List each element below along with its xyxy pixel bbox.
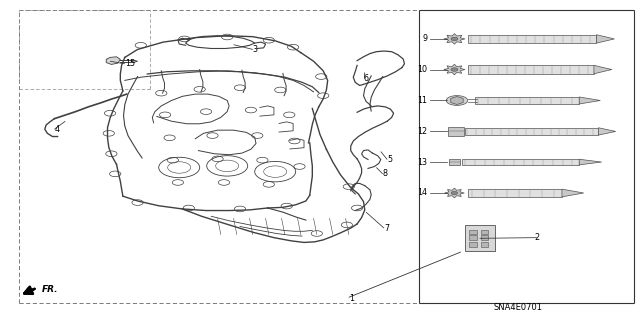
Text: FR.: FR. (42, 285, 59, 294)
Polygon shape (451, 96, 463, 105)
FancyBboxPatch shape (448, 127, 463, 136)
Circle shape (451, 68, 458, 71)
FancyBboxPatch shape (481, 235, 488, 240)
Text: 4: 4 (54, 125, 60, 134)
Text: 2: 2 (534, 233, 540, 242)
Text: 9: 9 (422, 34, 428, 43)
Text: 7: 7 (384, 224, 389, 233)
Polygon shape (579, 97, 600, 104)
Polygon shape (562, 189, 584, 197)
Polygon shape (596, 35, 614, 43)
Polygon shape (445, 188, 464, 198)
FancyBboxPatch shape (481, 230, 488, 234)
Text: 12: 12 (417, 127, 428, 136)
Text: 1: 1 (349, 294, 354, 303)
Text: 15: 15 (125, 59, 135, 68)
Text: 6: 6 (364, 74, 369, 83)
Polygon shape (594, 65, 612, 74)
FancyBboxPatch shape (449, 159, 460, 165)
FancyBboxPatch shape (469, 230, 477, 234)
FancyBboxPatch shape (465, 225, 495, 251)
Text: 5: 5 (387, 155, 392, 164)
FancyBboxPatch shape (469, 242, 477, 247)
Circle shape (451, 37, 458, 41)
FancyBboxPatch shape (469, 235, 477, 240)
FancyBboxPatch shape (468, 189, 562, 197)
Text: 11: 11 (417, 96, 428, 105)
FancyBboxPatch shape (465, 128, 598, 135)
FancyBboxPatch shape (462, 159, 579, 165)
FancyBboxPatch shape (468, 35, 596, 43)
Text: 13: 13 (417, 158, 428, 167)
Polygon shape (579, 159, 602, 165)
Polygon shape (444, 64, 465, 75)
FancyBboxPatch shape (475, 97, 579, 104)
Text: 3: 3 (253, 45, 258, 54)
Text: 10: 10 (417, 65, 428, 74)
Ellipse shape (446, 96, 468, 105)
Text: 8: 8 (383, 169, 388, 178)
Circle shape (451, 191, 458, 195)
Text: SNA4E0701: SNA4E0701 (494, 303, 543, 312)
Polygon shape (598, 128, 616, 135)
Text: 14: 14 (417, 189, 428, 197)
FancyBboxPatch shape (481, 242, 488, 247)
FancyBboxPatch shape (468, 65, 594, 74)
Polygon shape (444, 34, 465, 44)
Polygon shape (106, 57, 120, 64)
